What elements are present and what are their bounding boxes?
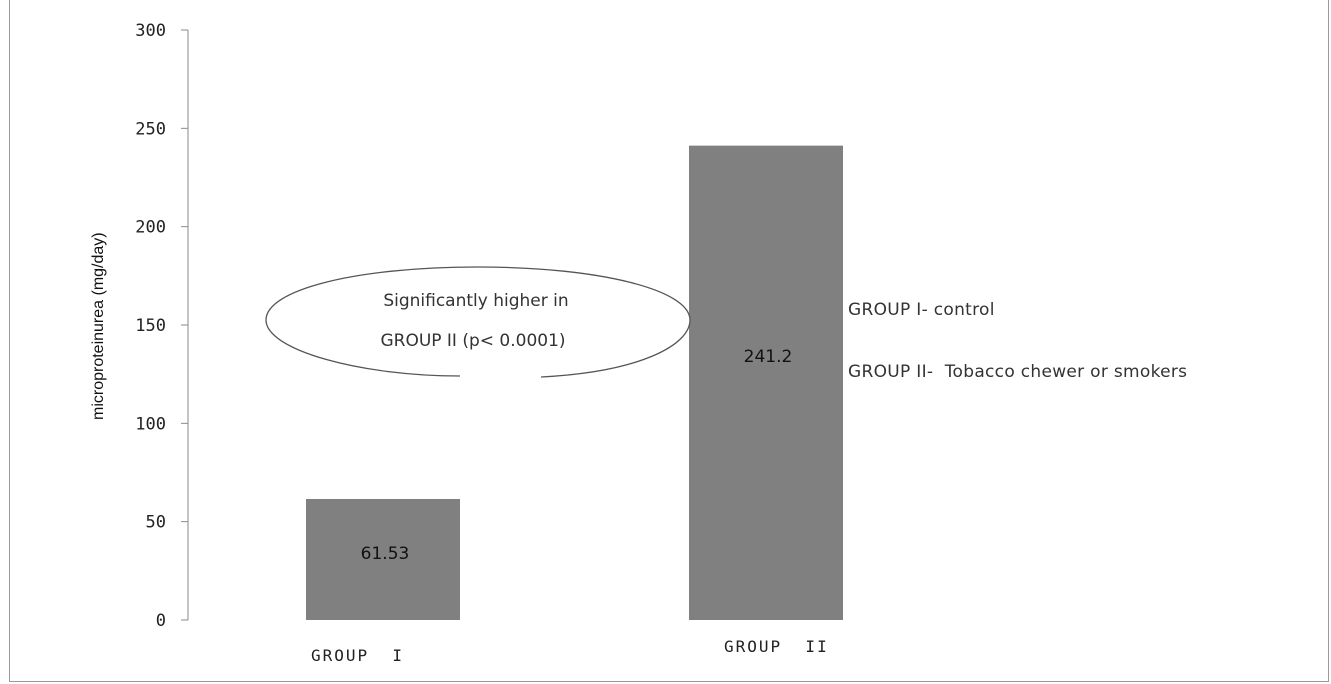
bar [306, 498, 460, 620]
legend-entry-group-2: GROUP II- Tobacco chewer or smokers [848, 362, 1187, 382]
bar-data-label: 241.2 [744, 347, 793, 367]
y-tick-label: 100 [135, 414, 166, 434]
y-tick-label: 300 [135, 21, 166, 41]
y-tick-label: 250 [135, 119, 166, 139]
annotation-line-1: Significantly higher in [383, 291, 568, 311]
callout-bubble [265, 266, 691, 378]
callout-pointer [459, 369, 542, 378]
bar-layer: 61.53 GROUP I 241.2 GROUP II [306, 145, 843, 665]
x-category-label: GROUP I [311, 646, 404, 665]
bar-data-label: 61.53 [361, 544, 410, 564]
annotation-callout: Significantly higher in GROUP II (p< 0.0… [265, 266, 691, 378]
y-tick-label: 0 [156, 611, 166, 631]
axis-layer: 0 50 100 150 200 250 300 [135, 21, 189, 631]
y-tick-label: 200 [135, 218, 166, 238]
legend-entry-group-1: GROUP I- control [848, 300, 995, 320]
x-category-label: GROUP II [724, 637, 829, 656]
y-tick-label: 50 [146, 513, 166, 533]
y-tick-label: 150 [135, 316, 166, 336]
bar [689, 145, 843, 620]
y-axis-label: microproteinurea (mg/day) [90, 232, 107, 420]
chart-frame [9, 0, 1329, 682]
annotation-line-2: GROUP II (p< 0.0001) [380, 331, 565, 351]
